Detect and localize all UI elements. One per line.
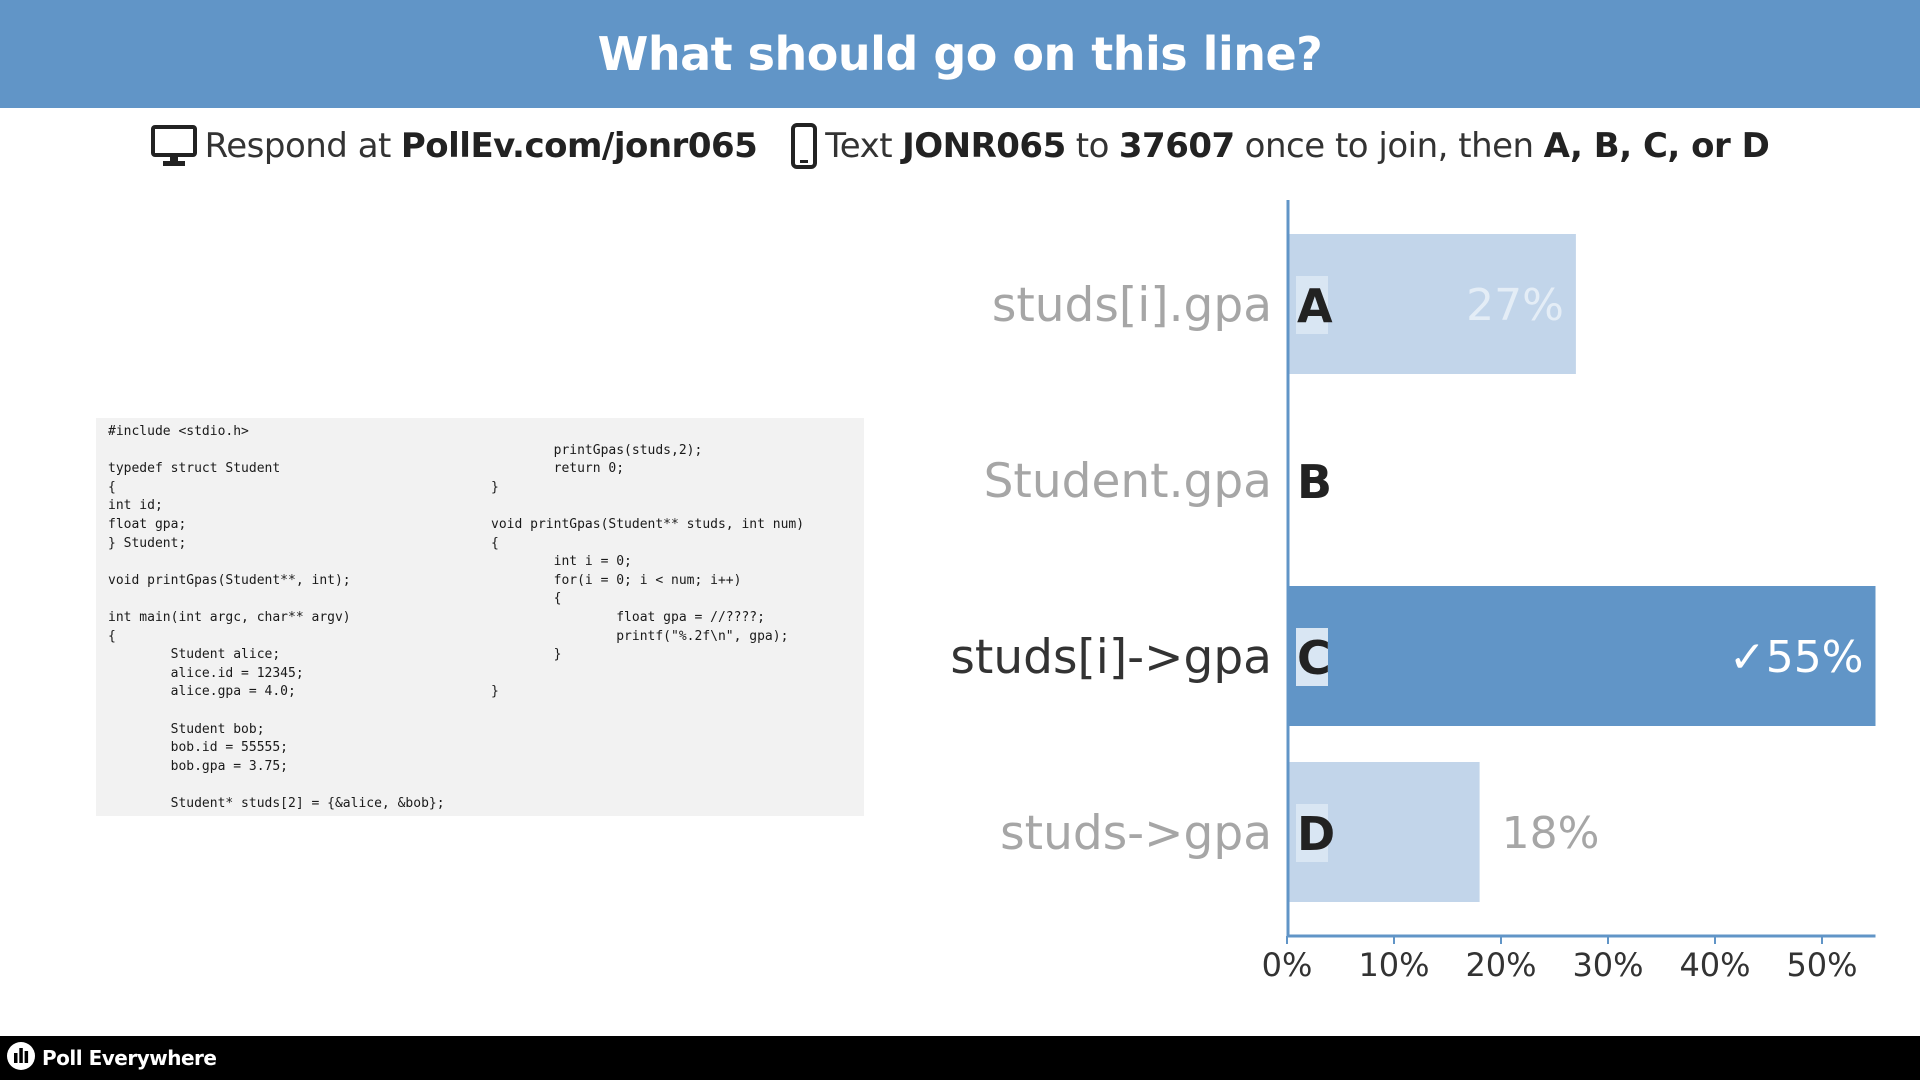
code-line: void printGpas(Student** studs, int num) [491,516,805,532]
code-line: } [491,479,499,495]
poll-everywhere-logo-icon [6,1041,36,1076]
category-label: studs[i]->gpa [950,630,1272,685]
letter-highlight [1296,276,1328,334]
code-line: int i = 0; [491,554,632,570]
code-line: int id; [108,498,163,514]
code-line: { [108,479,116,495]
value-label: 18% [1502,808,1600,859]
code-line: printf("%.2f\n", gpa); [491,628,789,644]
text-number: 37607 [1118,126,1235,166]
x-tick-label: 40% [1679,946,1750,984]
option-letter-b: B [1297,455,1332,509]
code-line: alice.id = 12345; [108,665,304,681]
code-line: int main(int argc, char** argv) [108,609,351,625]
code-line: return 0; [491,461,625,477]
option-letter-d: D [1297,807,1335,861]
value-label: ✓55% [1729,632,1864,683]
code-line: } [491,647,562,663]
code-line: #include <stdio.h> [108,424,249,439]
brand-name: Poll Everywhere [42,1046,217,1070]
to-word: to [1075,126,1110,166]
x-tick-label: 0% [1262,946,1313,984]
category-label: studs[i].gpa [992,278,1272,333]
bar-c [1289,586,1876,726]
code-line: } [491,684,499,700]
code-line: alice.gpa = 4.0; [108,684,296,700]
category-label: studs->gpa [1000,806,1272,861]
text-keyword: JONR065 [902,126,1066,166]
web-response-instructions: Respond at PollEv.com/jonr065 [150,125,758,167]
code-snippet-panel: #include <stdio.h> typedef struct Student… [96,418,864,816]
respond-prefix: Respond at [204,126,392,166]
join-text: once to join, then [1244,126,1534,166]
code-line: float gpa; [108,516,187,532]
text-response-instructions: Text JONR065 to 37607 once to join, then… [791,123,1770,169]
x-tick-label: 20% [1465,946,1536,984]
code-line: Student bob; [108,721,265,737]
bar-a [1289,234,1576,374]
code-column-right: printGpas(studs,2); return 0;} void print… [491,423,804,702]
answer-options: A, B, C, or D [1543,126,1770,166]
code-line: for(i = 0; i < num; i++) [491,572,742,588]
code-line: { [108,628,116,644]
response-instructions: Respond at PollEv.com/jonr065 Text JONR0… [0,113,1920,179]
respond-url[interactable]: PollEv.com/jonr065 [400,126,758,166]
code-line: typedef struct Student [108,461,281,477]
header-bar: What should go on this line? [0,0,1920,108]
footer-bar: Poll Everywhere [0,1036,1920,1080]
phone-icon [791,123,818,169]
x-tick-label: 50% [1786,946,1857,984]
code-column-left: #include <stdio.h> typedef struct Student… [108,423,445,813]
poll-question-title: What should go on this line? [597,27,1323,81]
code-line: float gpa = //????; [491,609,765,625]
monitor-icon [150,125,197,167]
code-line: Student* studs[2] = {&alice, &bob}; [108,795,445,811]
code-line: Student alice; [108,647,281,663]
code-line: { [491,591,562,607]
category-label: Student.gpa [984,454,1272,509]
x-tick-label: 30% [1572,946,1643,984]
value-label: 27% [1466,280,1564,331]
code-line: bob.gpa = 3.75; [108,758,289,774]
code-line: { [491,535,499,551]
code-line: void printGpas(Student**, int); [108,572,351,588]
code-line: printGpas(studs,2); [491,442,703,458]
x-tick-label: 10% [1358,946,1429,984]
brand: Poll Everywhere [6,1041,217,1076]
code-line: } Student; [108,535,187,551]
text-prefix: Text [825,126,893,166]
code-line: bob.id = 55555; [108,740,289,756]
letter-highlight [1296,628,1328,686]
option-letter-c: C [1297,631,1331,685]
letter-highlight [1296,804,1328,862]
option-letter-a: A [1297,279,1333,333]
